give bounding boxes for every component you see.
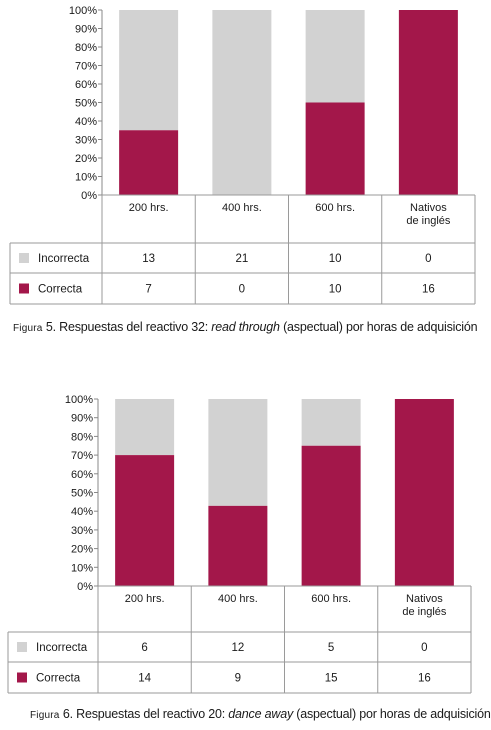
bar-incorrecta (212, 10, 272, 195)
table-cell-correcta: 16 (422, 284, 435, 296)
legend-label-incorrecta: Incorrecta (36, 642, 88, 654)
bar-incorrecta (115, 399, 175, 456)
y-tick-label: 40% (71, 506, 93, 518)
bar-correcta (305, 102, 365, 195)
category-label: 400 hrs. (222, 202, 262, 214)
y-tick-label: 0% (81, 190, 97, 202)
figure-6-caption-prefix: Figura (30, 710, 60, 721)
y-tick-label: 20% (71, 544, 93, 556)
figure-5-caption: Figura 5. Respuestas del reactivo 32: re… (13, 320, 478, 334)
figure-6-caption-italic: dance away (228, 707, 293, 721)
figure-6-caption-text: Respuestas del reactivo 20: (76, 707, 225, 721)
table-cell-incorrecta: 0 (421, 642, 427, 654)
bar-correcta (394, 399, 454, 586)
figure-5-caption-text: Respuestas del reactivo 32: (59, 320, 208, 334)
figure-5-caption-italic: read through (211, 320, 280, 334)
legend-swatch-incorrecta (17, 642, 27, 652)
y-tick-label: 60% (71, 469, 93, 481)
category-label: 200 hrs. (125, 593, 165, 605)
bar-incorrecta (119, 10, 179, 131)
bar-correcta (119, 130, 179, 195)
category-label: de inglés (406, 215, 451, 227)
chart-1: 0% 10% 20% 30% 40% 50% 60% 70% 80% 90% 100% 200 hrs… (9, 5, 476, 305)
table-cell-correcta: 16 (418, 673, 431, 685)
y-tick-label: 80% (75, 42, 97, 54)
category-label: 600 hrs. (315, 202, 355, 214)
y-tick-label: 70% (75, 61, 97, 73)
figure-5-caption-prefix: Figura (13, 323, 43, 334)
category-label: 600 hrs. (311, 593, 351, 605)
y-tick-label: 30% (75, 135, 97, 147)
table-cell-correcta: 10 (329, 284, 342, 296)
table-cell-incorrecta: 5 (328, 642, 334, 654)
table-cell-incorrecta: 6 (141, 642, 147, 654)
legend-label-correcta: Correcta (38, 284, 83, 296)
category-label: 400 hrs. (218, 593, 258, 605)
bar-incorrecta (305, 10, 365, 103)
bar-correcta (115, 455, 175, 586)
figure-6-caption-tail: (aspectual) por horas de adquisición (296, 707, 491, 721)
figure-6-caption-number: 6. (62, 707, 73, 721)
y-tick-label: 30% (71, 525, 93, 537)
bar-correcta (398, 10, 458, 195)
chart-2: 0% 10% 20% 30% 40% 50% 60% 70% 80% 90% 100% 200 hrs… (7, 394, 472, 694)
table-cell-incorrecta: 21 (235, 253, 248, 265)
y-tick-label: 20% (75, 153, 97, 165)
table-cell-incorrecta: 10 (329, 253, 342, 265)
table-cell-incorrecta: 12 (231, 642, 244, 654)
table-cell-correcta: 14 (138, 673, 151, 685)
table-cell-correcta: 15 (325, 673, 338, 685)
y-tick-label: 0% (77, 581, 93, 593)
y-tick-label: 10% (75, 172, 97, 184)
legend-label-correcta: Correcta (36, 673, 81, 685)
y-tick-label: 90% (71, 413, 93, 425)
legend-swatch-correcta (17, 672, 27, 683)
bar-incorrecta (208, 399, 268, 506)
y-tick-label: 10% (71, 562, 93, 574)
bar-correcta (301, 445, 361, 586)
figure-6-caption: Figura 6. Respuestas del reactivo 20: da… (30, 707, 491, 721)
table-cell-correcta: 9 (235, 673, 241, 685)
legend-swatch-correcta (19, 283, 29, 294)
y-tick-label: 100% (69, 5, 97, 17)
y-tick-label: 90% (75, 24, 97, 36)
table-cell-incorrecta: 0 (425, 253, 431, 265)
legend-label-incorrecta: Incorrecta (38, 253, 90, 265)
y-tick-label: 100% (65, 394, 93, 406)
figure-5-caption-tail: (aspectual) por horas de adquisición (283, 320, 478, 334)
table-cell-correcta: 0 (239, 284, 245, 296)
category-label: de inglés (402, 606, 447, 618)
y-tick-label: 40% (75, 116, 97, 128)
y-tick-label: 80% (71, 431, 93, 443)
table-cell-incorrecta: 13 (142, 253, 155, 265)
bar-correcta (208, 505, 268, 586)
y-tick-label: 50% (75, 98, 97, 110)
table-cell-correcta: 7 (145, 284, 151, 296)
y-tick-label: 70% (71, 450, 93, 462)
bar-incorrecta (301, 399, 361, 446)
figure-5-caption-number: 5. (45, 320, 56, 334)
category-label: 200 hrs. (129, 202, 169, 214)
category-label: Nativos (410, 202, 447, 214)
y-tick-label: 50% (71, 488, 93, 500)
legend-swatch-incorrecta (19, 253, 29, 263)
y-tick-label: 60% (75, 79, 97, 91)
category-label: Nativos (406, 593, 443, 605)
